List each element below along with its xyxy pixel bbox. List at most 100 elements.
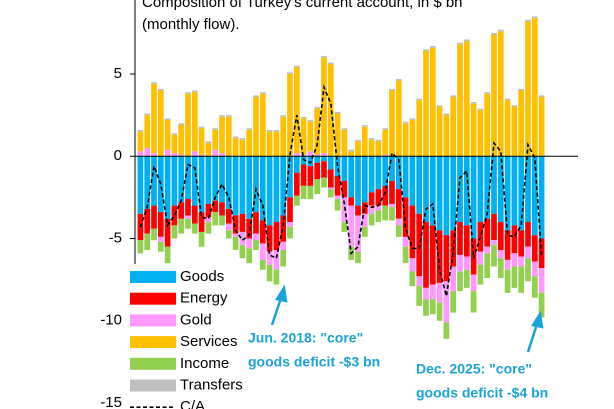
bar-segment — [314, 108, 321, 155]
bar-segment — [300, 118, 307, 155]
bar-segment — [538, 95, 545, 98]
bar-segment — [334, 111, 341, 114]
bar-segment — [491, 245, 497, 267]
legend-label: Goods — [180, 268, 224, 285]
bar-segment — [375, 205, 382, 211]
bar-segment — [307, 121, 314, 152]
legend-label: Services — [180, 333, 238, 350]
bar-segment — [314, 154, 321, 157]
bar-segment — [205, 156, 212, 204]
bar-segment — [525, 222, 531, 247]
bar-segment — [144, 208, 151, 234]
bar-segment — [300, 185, 307, 200]
bar-segment — [219, 152, 225, 157]
bar-segment — [531, 276, 538, 298]
bar-segment — [273, 222, 280, 251]
bar-segment — [307, 120, 314, 122]
bar-segment — [137, 131, 144, 152]
bar-segment — [375, 139, 382, 142]
bar-segment — [348, 197, 355, 206]
legend-swatch — [130, 292, 176, 305]
bar-segment — [334, 176, 341, 196]
bar-segment — [198, 128, 205, 155]
bar-segment — [293, 156, 300, 173]
bar-segment — [375, 141, 382, 157]
bar-segment — [185, 156, 191, 200]
bar-segment — [416, 286, 423, 306]
bar-segment — [504, 156, 511, 231]
legend-label: Gold — [180, 311, 212, 328]
bar-segment — [293, 67, 300, 153]
bar-segment — [457, 222, 463, 255]
arrow-head — [530, 310, 544, 329]
bar-segment — [341, 156, 348, 181]
bar-segment — [334, 199, 341, 211]
bar-segment — [538, 156, 545, 239]
bar-segment — [368, 205, 375, 214]
bar-segment — [225, 115, 232, 117]
bar-segment — [457, 44, 463, 157]
bar-segment — [470, 274, 477, 292]
chart-title: (monthly flow). — [142, 16, 240, 33]
bar-segment — [436, 105, 443, 107]
bar-segment — [375, 189, 382, 206]
bar-segment — [423, 287, 429, 300]
bar-segment — [436, 302, 443, 321]
bar-segment — [164, 120, 171, 150]
bar-segment — [144, 115, 151, 149]
bar-segment — [280, 116, 287, 157]
bar-segment — [327, 189, 334, 198]
bar-segment — [525, 156, 531, 223]
bar-segment — [416, 156, 423, 214]
bar-segment — [423, 299, 429, 316]
bar-segment — [287, 74, 293, 157]
bar-segment — [361, 226, 368, 237]
bar-segment — [259, 243, 266, 260]
bar-segment — [219, 116, 225, 153]
bar-segment — [463, 39, 470, 42]
bar-segment — [416, 98, 423, 101]
bar-segment — [518, 230, 525, 257]
bar-segment — [497, 258, 504, 278]
bar-segment — [361, 125, 368, 127]
bar-segment — [477, 264, 484, 285]
legend-label: C/A — [180, 398, 205, 409]
bar-segment — [293, 152, 300, 157]
bar-segment — [382, 205, 389, 221]
bar-segment — [232, 236, 239, 251]
bar-segment — [287, 156, 293, 198]
bar-segment — [511, 156, 518, 226]
bar-segment — [463, 41, 470, 157]
legend-label: Transfers — [180, 376, 243, 393]
bar-segment — [382, 185, 389, 206]
bar-segment — [491, 34, 497, 157]
bar-segment — [436, 282, 443, 303]
bar-segment — [525, 21, 531, 157]
bar-segment — [185, 93, 191, 157]
bar-segment — [395, 225, 402, 237]
bar-segment — [225, 230, 232, 239]
bar-segment — [389, 88, 395, 91]
bar-segment — [423, 156, 429, 223]
bar-segment — [191, 156, 198, 206]
bar-segment — [225, 156, 232, 209]
bar-segment — [416, 276, 423, 287]
bar-segment — [443, 235, 450, 282]
bar-segment — [191, 92, 198, 152]
bar-segment — [457, 156, 463, 223]
bar-segment — [151, 156, 157, 206]
annotation: Dec. 2025: "core" — [416, 361, 532, 377]
bar-segment — [470, 103, 477, 157]
bar-segment — [259, 156, 266, 221]
legend-label: Income — [180, 355, 229, 372]
bar-segment — [497, 29, 504, 32]
bar-segment — [273, 156, 280, 223]
bar-segment — [470, 291, 477, 313]
bar-segment — [225, 223, 232, 231]
bar-segment — [484, 253, 491, 278]
bar-segment — [144, 148, 151, 157]
bar-segment — [457, 42, 463, 45]
bar-segment — [137, 151, 144, 157]
bar-segment — [253, 240, 259, 251]
